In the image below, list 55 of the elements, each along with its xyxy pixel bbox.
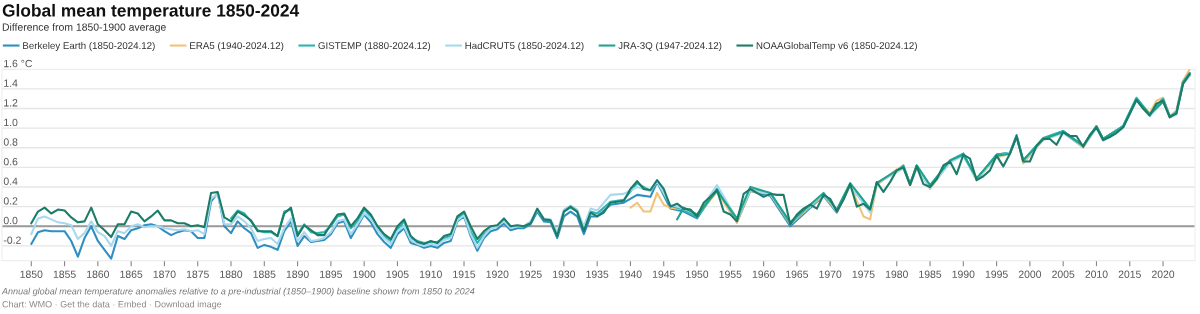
x-tick-label: 1970 bbox=[819, 270, 842, 278]
x-tick-label: 1935 bbox=[586, 270, 609, 278]
x-tick-label: 1925 bbox=[519, 270, 542, 278]
text: Annual global mean temperature anomalies relative to a pre-industrial (1850–1900) baseline shown from 1850 to 2024 bbox=[1, 287, 475, 297]
x-tick-label: 1875 bbox=[186, 270, 209, 278]
y-tick-label: 1.4 bbox=[4, 79, 18, 87]
legend-label: HadCRUT5 (1850-2024.12) bbox=[465, 41, 584, 51]
y-tick-label: 0.4 bbox=[3, 177, 18, 185]
x-tick-label: 1880 bbox=[220, 270, 243, 278]
x-tick-label: 1900 bbox=[353, 270, 376, 278]
x-tick-label: 1885 bbox=[253, 270, 276, 278]
x-tick-label: 1940 bbox=[619, 270, 642, 278]
y-tick-label: 1.2 bbox=[4, 99, 18, 107]
x-tick-label: 1865 bbox=[120, 270, 143, 278]
legend-label: ERA5 (1940-2024.12) bbox=[190, 41, 284, 51]
legend-label: GISTEMP (1880-2024.12) bbox=[318, 41, 431, 51]
y-tick-label: 0.6 bbox=[3, 157, 18, 166]
x-tick-label: 1995 bbox=[985, 270, 1008, 278]
y-tick-label: 0.8 bbox=[3, 138, 18, 146]
y-tick-label: 1.6 °C bbox=[4, 59, 33, 68]
y-tick-label: 0.0 bbox=[3, 216, 18, 225]
x-tick-label: 1895 bbox=[320, 270, 343, 278]
x-tick-label: 2015 bbox=[1118, 270, 1141, 278]
x-tick-label: 1890 bbox=[286, 270, 309, 278]
legend-label: JRA-3Q (1947-2024.12) bbox=[618, 41, 722, 51]
x-tick-label: 1985 bbox=[919, 270, 942, 278]
x-tick-label: 1980 bbox=[885, 270, 908, 278]
x-tick-label: 1870 bbox=[153, 270, 176, 278]
y-tick-label: -0.2 bbox=[3, 236, 21, 244]
x-tick-label: 1965 bbox=[786, 270, 809, 278]
x-tick-label: 1905 bbox=[386, 270, 409, 278]
legend-label: Berkeley Earth (1850-2024.12) bbox=[23, 41, 155, 51]
y-tick-label: 0.2 bbox=[3, 197, 18, 205]
y-tick-label: 1.0 bbox=[4, 118, 18, 127]
x-tick-label: 1945 bbox=[652, 270, 675, 278]
x-tick-label: 1920 bbox=[486, 270, 509, 278]
chart-subtitle: Difference from 1850-1900 average bbox=[2, 23, 166, 33]
x-tick-label: 1855 bbox=[53, 270, 76, 278]
x-tick-label: 1915 bbox=[453, 270, 476, 278]
x-tick-label: 1910 bbox=[419, 270, 442, 278]
x-tick-label: 1955 bbox=[719, 270, 742, 278]
legend-label: NOAAGlobalTemp v6 (1850-2024.12) bbox=[756, 41, 917, 51]
x-tick-label: 1930 bbox=[553, 270, 576, 278]
x-tick-label: 1975 bbox=[852, 270, 875, 278]
text: Chart: WMO · Get the data · Embed · Download image bbox=[2, 300, 222, 310]
x-tick-label: 1960 bbox=[752, 270, 775, 278]
x-tick-label: 1990 bbox=[952, 270, 975, 278]
x-tick-label: 1950 bbox=[686, 270, 709, 278]
x-tick-label: 2020 bbox=[1151, 270, 1175, 278]
x-tick-label: 1850 bbox=[20, 270, 43, 278]
x-tick-label: 2005 bbox=[1052, 270, 1075, 278]
chart-title: Global mean temperature 1850-2024 bbox=[2, 3, 300, 21]
x-tick-label: 2010 bbox=[1085, 270, 1108, 278]
x-tick-label: 1860 bbox=[87, 270, 110, 278]
x-tick-label: 2000 bbox=[1018, 270, 1042, 278]
